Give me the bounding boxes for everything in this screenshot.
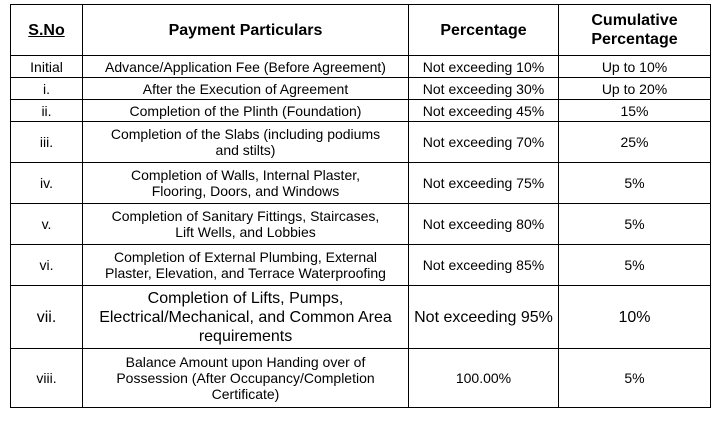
cell-cumulative: 5%	[558, 162, 711, 204]
header-percentage: Percentage	[408, 4, 559, 56]
table-row: viii. Balance Amount upon Handing over o…	[10, 348, 711, 408]
cell-sno: iv.	[10, 162, 83, 204]
cell-percentage: Not exceeding 45%	[408, 99, 559, 122]
table-row: v. Completion of Sanitary Fittings, Stai…	[10, 203, 711, 245]
cell-sno: Initial	[10, 55, 83, 78]
cell-particulars: Completion of the Slabs (including podiu…	[82, 121, 409, 163]
cell-percentage: Not exceeding 80%	[408, 203, 559, 245]
cell-cumulative: 5%	[558, 244, 711, 286]
header-sno: S.No	[10, 4, 83, 56]
cell-percentage: Not exceeding 10%	[408, 55, 559, 78]
cell-percentage: Not exceeding 95%	[408, 285, 559, 349]
cell-cumulative: 25%	[558, 121, 711, 163]
cell-percentage: Not exceeding 75%	[408, 162, 559, 204]
payment-schedule-table: S.No Payment Particulars Percentage Cumu…	[10, 4, 711, 408]
cell-percentage: Not exceeding 30%	[408, 77, 559, 100]
cell-sno: v.	[10, 203, 83, 245]
table-row: i. After the Execution of Agreement Not …	[10, 77, 711, 100]
cell-percentage: Not exceeding 70%	[408, 121, 559, 163]
cell-particulars: Balance Amount upon Handing over of Poss…	[82, 348, 409, 408]
cell-sno: viii.	[10, 348, 83, 408]
cell-percentage: 100.00%	[408, 348, 559, 408]
table-row: vii. Completion of Lifts, Pumps, Electri…	[10, 285, 711, 349]
cell-sno: vii.	[10, 285, 83, 349]
cell-particulars: Advance/Application Fee (Before Agreemen…	[82, 55, 409, 78]
cell-particulars: Completion of External Plumbing, Externa…	[82, 244, 409, 286]
table-row: ii. Completion of the Plinth (Foundation…	[10, 99, 711, 122]
cell-sno: ii.	[10, 99, 83, 122]
table-row: iv. Completion of Walls, Internal Plaste…	[10, 162, 711, 204]
cell-cumulative: 15%	[558, 99, 711, 122]
cell-cumulative: Up to 20%	[558, 77, 711, 100]
cell-particulars: Completion of Walls, Internal Plaster, F…	[82, 162, 409, 204]
cell-sno: iii.	[10, 121, 83, 163]
cell-percentage: Not exceeding 85%	[408, 244, 559, 286]
header-cumulative-percentage: Cumulative Percentage	[558, 4, 711, 56]
cell-cumulative: 5%	[558, 348, 711, 408]
header-payment-particulars: Payment Particulars	[82, 4, 409, 56]
cell-cumulative: 5%	[558, 203, 711, 245]
cell-cumulative: Up to 10%	[558, 55, 711, 78]
table-row: Initial Advance/Application Fee (Before …	[10, 55, 711, 78]
cell-sno: i.	[10, 77, 83, 100]
cell-particulars: After the Execution of Agreement	[82, 77, 409, 100]
cell-particulars: Completion of Lifts, Pumps, Electrical/M…	[82, 285, 409, 349]
table-row: vi. Completion of External Plumbing, Ext…	[10, 244, 711, 286]
cell-particulars: Completion of the Plinth (Foundation)	[82, 99, 409, 122]
cell-particulars: Completion of Sanitary Fittings, Stairca…	[82, 203, 409, 245]
cell-cumulative: 10%	[558, 285, 711, 349]
table-row: iii. Completion of the Slabs (including …	[10, 121, 711, 163]
table-header-row: S.No Payment Particulars Percentage Cumu…	[10, 4, 711, 56]
cell-sno: vi.	[10, 244, 83, 286]
